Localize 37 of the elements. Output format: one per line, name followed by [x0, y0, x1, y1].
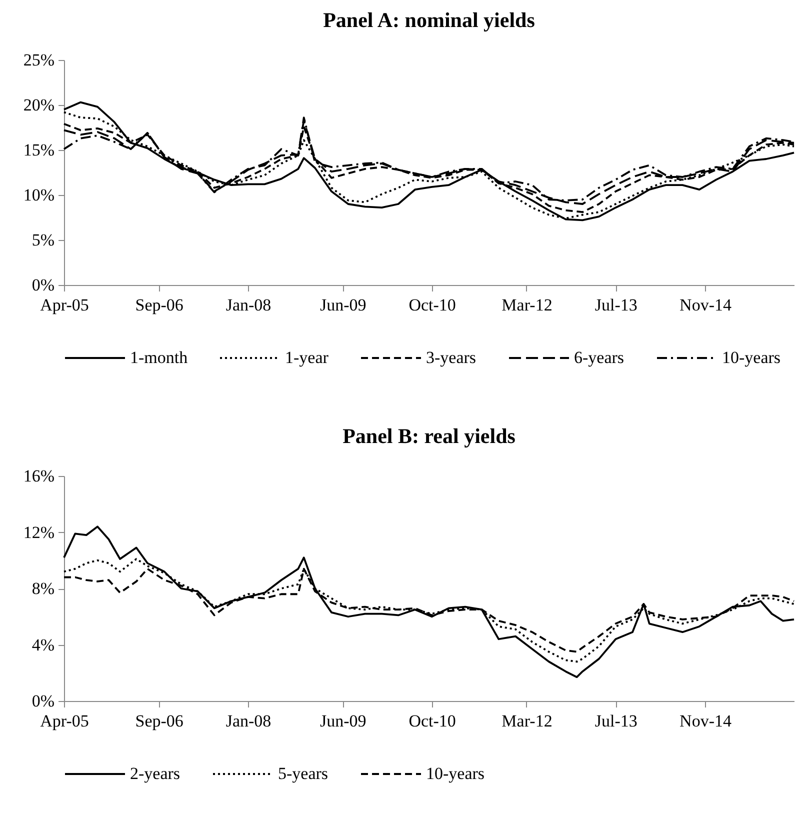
x-tick-label: Jul-13 — [594, 296, 638, 314]
y-tick-label: 12% — [23, 522, 54, 542]
legend-label: 3-years — [426, 348, 476, 367]
x-tick-label: Mar-12 — [502, 712, 552, 730]
x-tick-label: Nov-14 — [680, 712, 732, 730]
y-tick-label: 0% — [32, 276, 54, 294]
legend-label: 2-years — [130, 764, 180, 783]
legend-label: 1-month — [130, 348, 188, 367]
y-tick-label: 4% — [32, 635, 54, 654]
legend-label: 5-years — [278, 764, 328, 783]
y-tick-label: 16% — [23, 466, 54, 486]
x-tick-label: Jan-08 — [226, 712, 272, 730]
x-tick-label: Jun-09 — [320, 296, 366, 314]
y-tick-label: 20% — [23, 96, 54, 114]
x-tick-label: Jul-13 — [594, 712, 638, 730]
x-tick-label: Nov-14 — [680, 296, 732, 314]
legend-label: 1-year — [285, 348, 329, 367]
x-tick-label: Oct-10 — [408, 712, 456, 730]
y-tick-label: 0% — [32, 692, 54, 710]
legend-label: 10-years — [426, 764, 485, 783]
x-tick-label: Sep-06 — [135, 296, 184, 314]
x-tick-label: Apr-05 — [40, 296, 89, 314]
x-tick-label: Jan-08 — [226, 296, 272, 314]
x-tick-label: Apr-05 — [40, 712, 89, 730]
y-tick-label: 15% — [23, 140, 54, 160]
chart-title: Panel B: real yields — [342, 424, 516, 448]
y-tick-label: 25% — [23, 50, 54, 70]
x-tick-label: Jun-09 — [320, 712, 366, 730]
y-tick-label: 5% — [32, 230, 54, 250]
y-tick-label: 8% — [32, 579, 54, 598]
x-tick-label: Oct-10 — [408, 296, 456, 314]
x-tick-label: Mar-12 — [502, 296, 552, 314]
legend-label: 10-years — [722, 348, 781, 367]
legend-label: 6-years — [574, 348, 624, 367]
chart-title: Panel A: nominal yields — [323, 8, 535, 32]
y-tick-label: 10% — [23, 186, 54, 204]
x-tick-label: Sep-06 — [135, 712, 184, 730]
